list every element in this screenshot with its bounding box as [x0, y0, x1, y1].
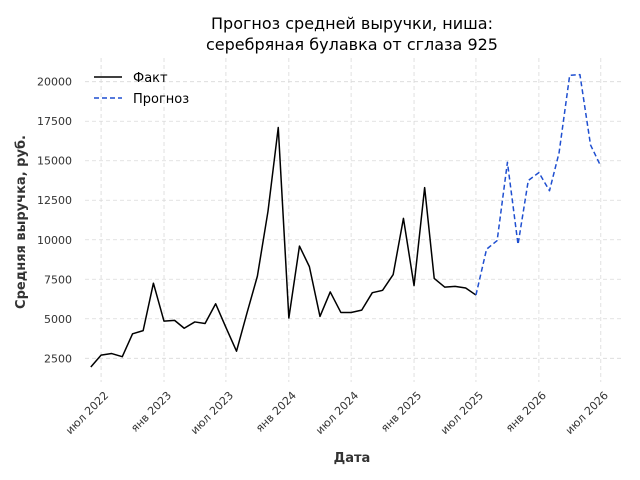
y-tick-label: 5000 — [44, 313, 72, 326]
x-tick-label: янв 2026 — [503, 389, 549, 435]
x-tick-label: июл 2024 — [313, 389, 361, 437]
y-tick-label: 17500 — [37, 115, 72, 128]
y-tick-label: 7500 — [44, 273, 72, 286]
x-tick-label: июл 2022 — [63, 389, 111, 437]
x-tick-label: июл 2025 — [438, 389, 486, 437]
legend: Факт Прогноз — [94, 71, 189, 107]
series-line-fact — [90, 126, 477, 368]
x-tick-label: янв 2025 — [378, 389, 424, 435]
x-axis-label: Дата — [334, 451, 371, 466]
x-tick-label: июл 2023 — [188, 389, 236, 437]
y-tick-label: 20000 — [37, 76, 72, 89]
legend-label-fact: Факт — [133, 71, 168, 86]
series-lines — [90, 73, 602, 368]
x-tick-label: июл 2026 — [563, 389, 611, 437]
y-tick-label: 12500 — [37, 194, 72, 207]
y-tick-label: 10000 — [37, 234, 72, 247]
x-tick-label: янв 2023 — [128, 389, 174, 435]
y-tick-label: 15000 — [37, 155, 72, 168]
x-axis-ticks: июл 2022 янв 2023 июл 2023 янв 2024 июл 2024… — [63, 389, 611, 437]
series-line-forecast — [475, 73, 602, 296]
y-axis-label: Средняя выручка, руб. — [14, 135, 29, 309]
y-tick-label: 2500 — [44, 352, 72, 365]
legend-label-forecast: Прогноз — [133, 92, 189, 107]
x-tick-label: янв 2024 — [253, 389, 299, 435]
y-axis-ticks: 2500 5000 7500 10000 12500 15000 17500 20000 — [37, 76, 72, 366]
chart-title-line-1: Прогноз средней выручки, ниша: — [211, 14, 493, 33]
chart-title-line-2: серебряная булавка от сглаза 925 — [206, 35, 498, 54]
